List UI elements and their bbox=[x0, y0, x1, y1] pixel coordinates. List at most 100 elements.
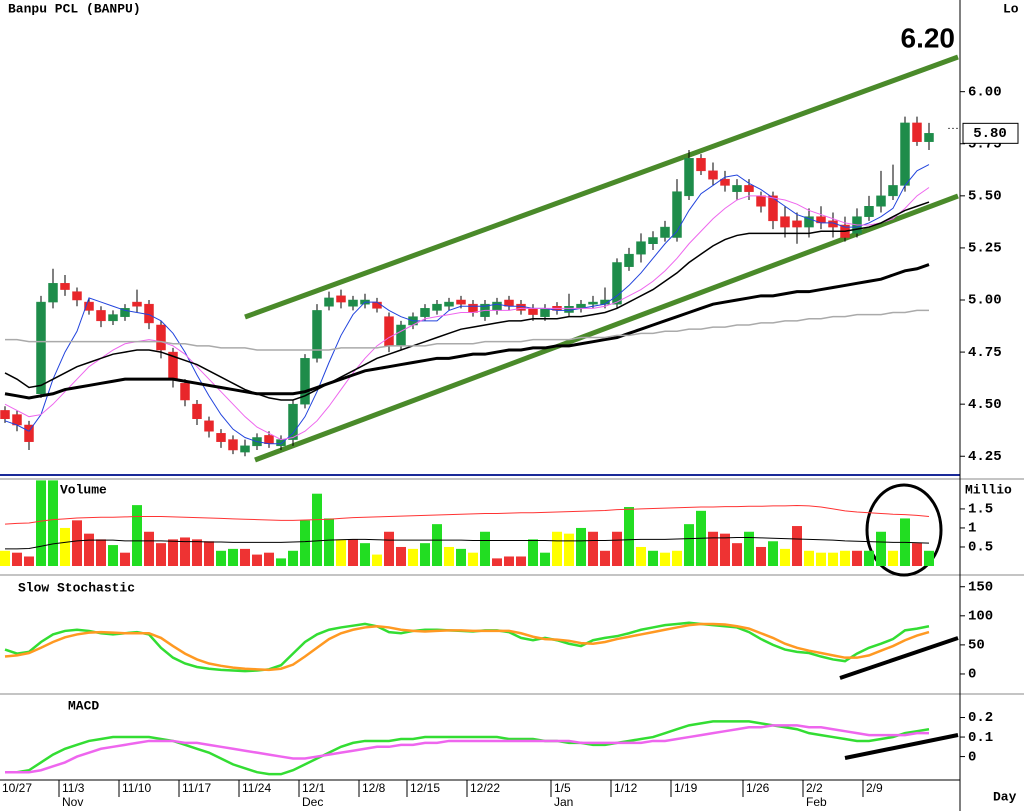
volume-bar bbox=[636, 546, 646, 566]
last-price-label: 5.80 bbox=[973, 126, 1007, 142]
volume-bar bbox=[168, 539, 178, 566]
candle-body bbox=[204, 420, 214, 432]
volume-bar bbox=[192, 539, 202, 566]
volume-bar bbox=[480, 531, 490, 566]
candle-body bbox=[720, 178, 730, 186]
volume-bar bbox=[372, 554, 382, 566]
volume-bar bbox=[84, 533, 94, 566]
candle-body bbox=[684, 158, 694, 197]
candle-body bbox=[660, 226, 670, 238]
candle-body bbox=[912, 122, 922, 142]
chart-title: Banpu PCL (BANPU) bbox=[8, 1, 141, 16]
candle-body bbox=[240, 445, 250, 453]
candle-body bbox=[792, 220, 802, 228]
series-line bbox=[5, 309, 929, 351]
periodicity-label: Day bbox=[993, 789, 1017, 804]
volume-bar bbox=[264, 552, 274, 566]
volume-bar bbox=[864, 550, 874, 566]
candle-body bbox=[300, 358, 310, 405]
candle-body bbox=[468, 303, 478, 313]
x-tick-label: 1/26 bbox=[746, 781, 770, 795]
series-line bbox=[4, 164, 930, 445]
volume-bar bbox=[456, 548, 466, 566]
volume-bar bbox=[36, 480, 46, 566]
candle-body bbox=[648, 237, 658, 244]
y-tick-label: 6.00 bbox=[968, 84, 1002, 100]
volume-bar bbox=[540, 552, 550, 566]
volume-bar bbox=[660, 552, 670, 566]
volume-bar bbox=[108, 545, 118, 566]
candle-body bbox=[96, 310, 106, 322]
candle-body bbox=[372, 301, 382, 309]
candle-body bbox=[780, 216, 790, 228]
candle-body bbox=[624, 253, 634, 267]
volume-bar bbox=[420, 543, 430, 566]
candle-body bbox=[924, 133, 934, 142]
volume-bar bbox=[684, 524, 694, 566]
volume-bar bbox=[708, 531, 718, 566]
volume-bar bbox=[816, 552, 826, 566]
volume-bar bbox=[204, 541, 214, 566]
volume-title: Volume bbox=[60, 482, 107, 497]
x-tick-label: 12/15 bbox=[410, 781, 440, 795]
volume-unit: Millio bbox=[965, 482, 1012, 497]
x-tick-label: 11/17 bbox=[182, 781, 211, 795]
candle-body bbox=[492, 301, 502, 311]
y-tick-label: 5.25 bbox=[968, 241, 1002, 257]
candle-body bbox=[180, 383, 190, 401]
volume-bar bbox=[744, 531, 754, 566]
candle-body bbox=[216, 433, 226, 442]
candle-body bbox=[444, 301, 454, 307]
x-tick-label: 2/2 bbox=[806, 781, 823, 795]
candle-body bbox=[312, 310, 322, 359]
candle-body bbox=[540, 308, 550, 317]
candle-body bbox=[456, 299, 466, 305]
volume-bar bbox=[576, 527, 586, 566]
volume-bar bbox=[12, 552, 22, 566]
volume-bar bbox=[492, 558, 502, 566]
volume-bar bbox=[648, 550, 658, 566]
volume-bar bbox=[624, 507, 634, 566]
volume-bar bbox=[408, 548, 418, 566]
candle-body bbox=[0, 410, 10, 419]
volume-bar bbox=[48, 480, 58, 566]
candle-body bbox=[336, 295, 346, 303]
volume-bar bbox=[468, 552, 478, 566]
x-tick-label: 1/12 bbox=[614, 781, 638, 795]
x-tick-label: 11/3 bbox=[62, 781, 85, 795]
candle-body bbox=[756, 195, 766, 207]
volume-bar bbox=[312, 493, 322, 566]
candle-body bbox=[24, 424, 34, 442]
volume-bar bbox=[792, 526, 802, 566]
volume-bar bbox=[120, 552, 130, 566]
candle-body bbox=[708, 170, 718, 180]
y-tick-label: 5.00 bbox=[968, 293, 1002, 309]
month-label: Feb bbox=[806, 795, 827, 809]
y-tick-label: 50 bbox=[968, 638, 985, 654]
month-label: Jan bbox=[554, 795, 573, 809]
candle-body bbox=[696, 158, 706, 172]
volume-bar bbox=[60, 527, 70, 566]
candle-body bbox=[804, 216, 814, 228]
y-tick-label: 4.25 bbox=[968, 449, 1002, 465]
volume-bar bbox=[600, 550, 610, 566]
y-tick-label: 0.2 bbox=[968, 710, 993, 726]
x-tick-label: 1/19 bbox=[674, 781, 698, 795]
candle-body bbox=[672, 191, 682, 238]
volume-bar bbox=[228, 548, 238, 566]
macd-title: MACD bbox=[68, 698, 99, 713]
candle-body bbox=[396, 324, 406, 347]
last-price-box bbox=[962, 122, 1019, 144]
candle-body bbox=[84, 301, 94, 311]
x-tick-label: 2/9 bbox=[866, 781, 883, 795]
month-label: Dec bbox=[302, 795, 323, 809]
volume-bar bbox=[276, 558, 286, 566]
trend-channel-upper bbox=[244, 54, 959, 320]
volume-bar bbox=[888, 550, 898, 566]
candle-body bbox=[192, 403, 202, 419]
volume-bar bbox=[588, 531, 598, 566]
volume-bar bbox=[252, 554, 262, 566]
volume-bar bbox=[288, 550, 298, 566]
volume-bar bbox=[564, 533, 574, 566]
volume-bar bbox=[828, 552, 838, 566]
